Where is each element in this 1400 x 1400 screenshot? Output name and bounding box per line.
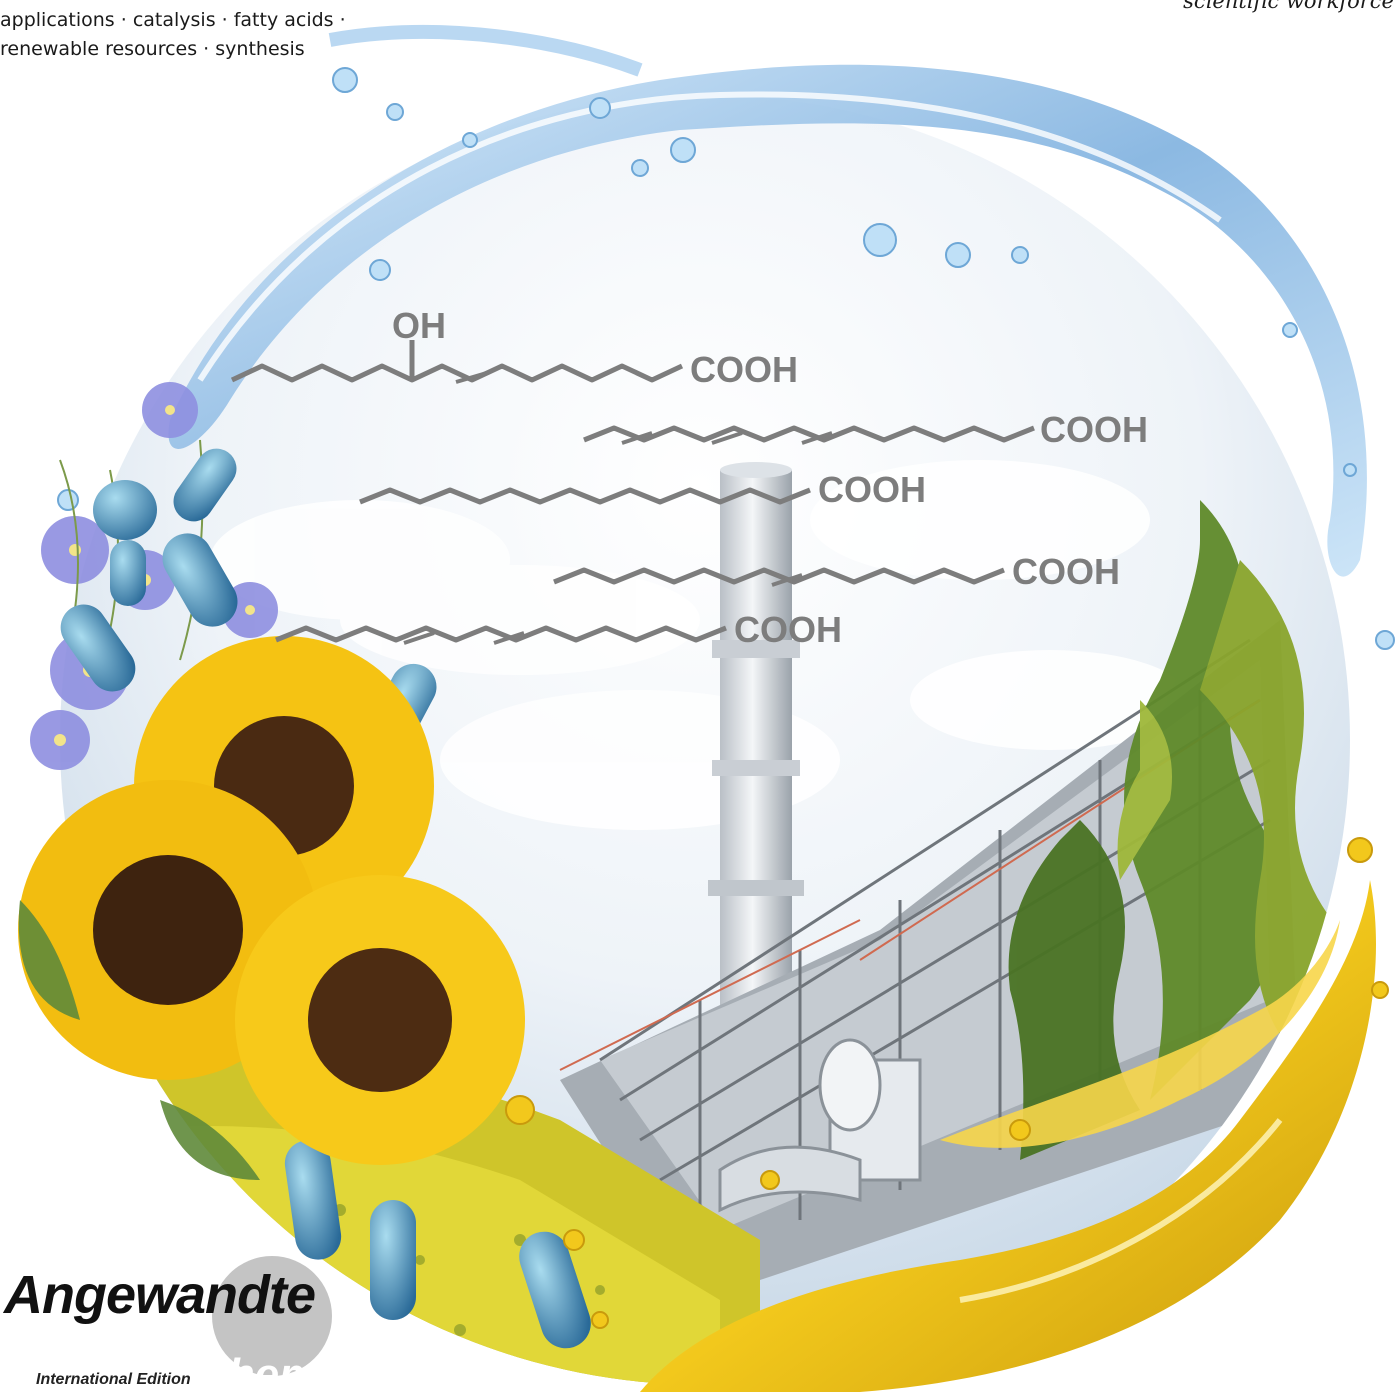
structure-labels: OH COOH COOH COOH COOH COOH	[392, 305, 1148, 650]
cooh-label-3: COOH	[818, 469, 926, 510]
cooh-label-2: COOH	[1040, 409, 1148, 450]
water-droplets	[57, 67, 1395, 650]
logo-badge	[212, 1256, 332, 1376]
affiliation-text-top-right: scientific workforce	[1183, 0, 1394, 16]
cooh-label-4: COOH	[1012, 551, 1120, 592]
chimney-tower	[708, 462, 804, 1030]
water-splash	[57, 24, 1395, 650]
cooh-label-5: COOH	[734, 609, 842, 650]
journal-logo: Angewandte International Edition Chemie	[4, 1252, 364, 1399]
structure-1-chain	[230, 363, 684, 383]
cooh-label-1: COOH	[690, 349, 798, 390]
structure-5-chain	[275, 625, 727, 643]
sunflower-3	[235, 875, 525, 1165]
sunflower-leaves	[18, 900, 260, 1180]
structure-3-chain	[359, 487, 811, 505]
oil-splash	[505, 837, 1389, 1392]
sunflowers	[18, 636, 525, 1180]
oh-label: OH	[392, 305, 446, 346]
algae-seaweed	[1008, 500, 1340, 1160]
bacteria	[60, 448, 591, 1349]
keywords-block: applications · catalysis · fatty acids ·…	[0, 6, 420, 64]
fatty-acid-structures	[230, 340, 1035, 645]
structure-2-chain	[583, 425, 1035, 443]
logo-journal-name: Angewandte	[4, 1265, 316, 1325]
keywords-line-2: renewable resources · synthesis	[0, 38, 305, 60]
oil-droplets	[505, 837, 1389, 1329]
logo-edition: International Edition	[36, 1371, 191, 1388]
logo-subtitle: Chemie	[196, 1350, 355, 1399]
structure-4-chain	[553, 567, 1005, 585]
keywords-line-1: applications · catalysis · fatty acids ·	[0, 9, 346, 31]
affiliation-line-1: scientific workforce	[1183, 0, 1394, 13]
